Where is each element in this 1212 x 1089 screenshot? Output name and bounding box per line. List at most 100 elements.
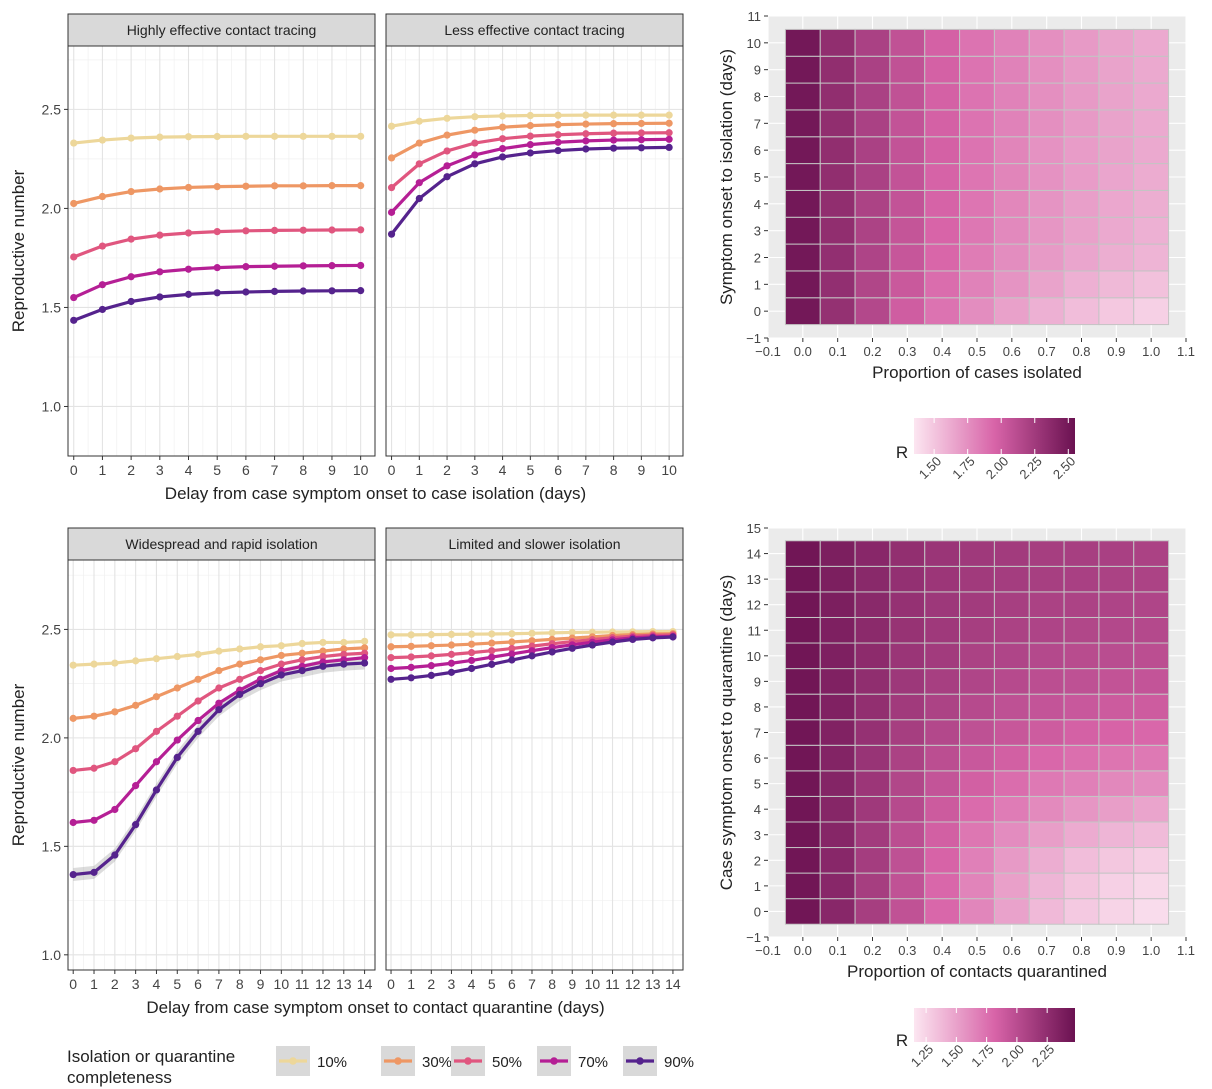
data-point	[152, 693, 161, 701]
data-point	[156, 268, 164, 276]
heatmap-cell	[1063, 136, 1100, 165]
data-point	[277, 642, 285, 650]
x-axis-title: Proportion of contacts quarantined	[847, 962, 1107, 981]
x-tick-label: 0.0	[794, 344, 812, 359]
legend-point	[550, 1057, 558, 1065]
facet-strip	[385, 13, 684, 47]
heatmap-cell	[819, 136, 856, 165]
heatmap-cell	[1133, 719, 1170, 746]
heatmap-cell	[1063, 28, 1100, 57]
heatmap-cell	[889, 136, 926, 165]
heatmap-cell	[1133, 270, 1170, 299]
data-point	[508, 656, 516, 664]
data-point	[447, 641, 456, 649]
x-axis-title: Delay from case symptom onset to contact…	[146, 998, 604, 1017]
data-point	[213, 264, 221, 272]
heatmap-cell	[1028, 898, 1065, 925]
colorbar	[914, 1008, 1075, 1042]
heatmap-cell	[1133, 642, 1170, 670]
heatmap-cell	[1028, 540, 1065, 567]
y-axis-title: Symptom onset to isolation (days)	[717, 49, 736, 305]
data-point	[498, 123, 507, 131]
x-tick-label: 5	[213, 462, 221, 478]
y-tick-label: 2	[754, 853, 761, 868]
heatmap-cell	[819, 847, 856, 874]
heatmap-cell	[924, 847, 961, 874]
heatmap-cell	[959, 770, 995, 797]
heatmap-cell	[854, 55, 891, 84]
heatmap-cell	[959, 591, 995, 618]
data-point	[340, 645, 348, 653]
heatmap-cell	[959, 642, 995, 670]
data-point	[184, 290, 193, 298]
heatmap-cell	[889, 82, 926, 111]
data-point	[637, 129, 645, 137]
heatmap-cell	[1133, 847, 1170, 874]
x-tick-label: 7	[582, 462, 590, 478]
heatmap-cell	[784, 297, 821, 326]
x-tick-label: 14	[357, 976, 373, 992]
heatmap-cell	[1028, 109, 1065, 138]
y-tick-label: 11	[748, 623, 762, 638]
heatmap-cell	[854, 82, 891, 111]
data-point	[236, 690, 244, 699]
heatmap-cell	[784, 55, 821, 84]
x-tick-label: 3	[132, 976, 140, 992]
y-tick-label: 13	[747, 572, 761, 587]
heatmap-cell	[1028, 770, 1065, 797]
heatmap-cell	[924, 243, 961, 272]
colorbar-title: R	[896, 443, 908, 462]
data-point	[357, 226, 365, 234]
y-tick-label: 1.5	[42, 299, 62, 315]
data-point	[298, 656, 306, 664]
heatmap-cell	[1098, 136, 1135, 165]
x-tick-label: 0.8	[1072, 943, 1090, 958]
x-tick-label: 0.1	[829, 943, 847, 958]
facet-label: Limited and slower isolation	[449, 536, 621, 552]
data-point	[69, 661, 77, 669]
heatmap-cell	[1133, 189, 1170, 218]
heatmap-1: −0.1 0.0 0.1 0.2 0.3 0.4 0.5 0.6 0.7 0.8 0.9 1.0 1.1…	[717, 9, 1195, 482]
data-point	[236, 675, 244, 683]
data-point	[184, 229, 193, 237]
heatmap-cell	[889, 719, 926, 746]
heatmap-cell	[819, 591, 856, 618]
heatmap-cell	[993, 693, 1030, 721]
heatmap-cell	[1028, 872, 1065, 900]
heatmap-cell	[924, 616, 961, 644]
data-point	[443, 147, 451, 155]
data-point	[328, 182, 336, 190]
heatmap-cell	[889, 591, 926, 618]
x-tick-label: 8	[610, 462, 618, 478]
x-tick-label: 6	[242, 462, 250, 478]
heatmap-cell	[784, 189, 821, 218]
data-point	[242, 132, 250, 140]
data-point	[340, 638, 348, 647]
x-tick-label: 4	[153, 976, 161, 992]
colorbar-title: R	[896, 1031, 908, 1050]
heatmap-cell	[924, 821, 961, 849]
x-tick-label: 7	[215, 976, 223, 992]
heatmap-cell	[993, 719, 1030, 746]
y-tick-label: 14	[747, 547, 761, 562]
data-point	[610, 136, 618, 144]
data-point	[548, 648, 556, 656]
x-tick-label: 11	[605, 976, 620, 992]
panel-border	[67, 45, 376, 457]
y-tick-label: 2	[754, 251, 761, 266]
y-tick-label: 2.5	[42, 621, 62, 637]
heatmap-cell	[854, 821, 891, 849]
data-point	[98, 281, 107, 289]
x-tick-label: 0.7	[1038, 344, 1056, 359]
x-tick-label: 10	[274, 976, 290, 992]
heatmap-cell	[1098, 28, 1135, 57]
heatmap-cell	[993, 540, 1030, 567]
y-tick-label: 4	[754, 197, 761, 212]
data-point	[467, 664, 476, 673]
heatmap-cell	[889, 243, 926, 272]
heatmap-cell	[854, 642, 891, 670]
heatmap-cell	[1133, 540, 1170, 567]
heatmap-cell	[959, 744, 995, 772]
data-point	[256, 667, 265, 675]
